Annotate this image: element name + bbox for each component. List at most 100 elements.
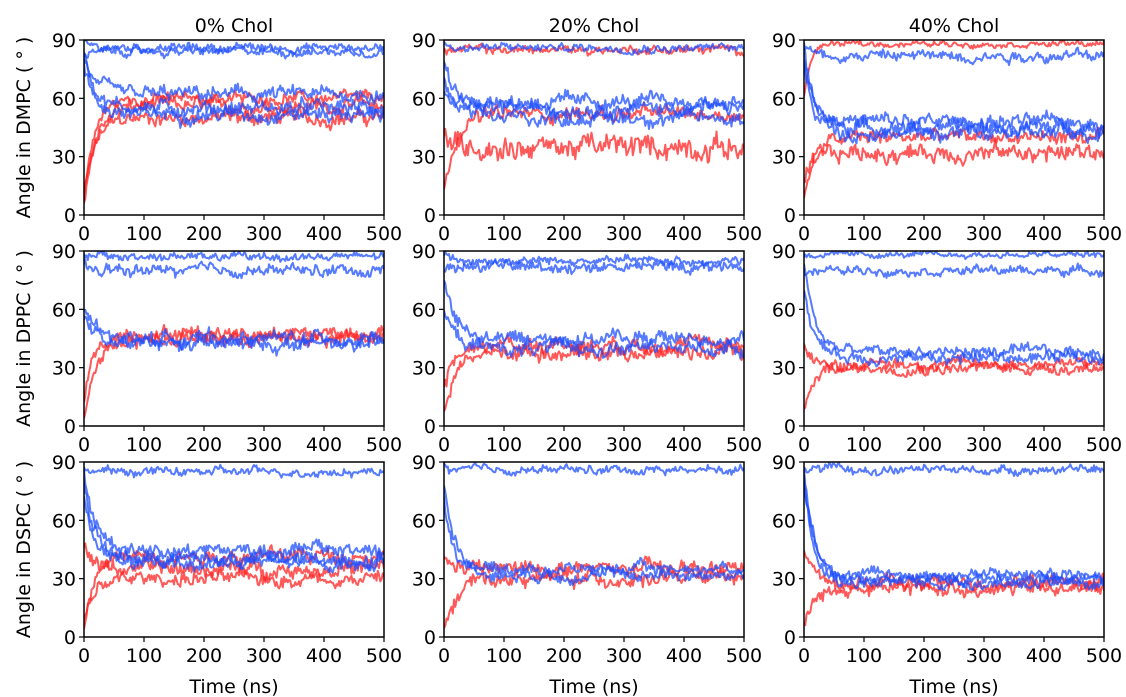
x-tick-label: 500 (726, 645, 762, 667)
x-tick-label: 300 (606, 434, 642, 456)
series-line-blue (804, 251, 1104, 260)
series-line-red (804, 138, 1104, 184)
series-group (84, 463, 384, 630)
x-tick-label: 400 (306, 434, 342, 456)
y-tick-label: 90 (412, 241, 436, 263)
x-tick-label: 200 (186, 645, 222, 667)
series-line-blue (444, 462, 744, 477)
x-tick-label: 400 (306, 223, 342, 245)
panel-2-0: 0 30 60 90 0 100 200 300 400 500 (52, 452, 402, 667)
x-axis-label: Time (ns) (188, 676, 278, 697)
y-tick-label: 30 (412, 358, 436, 380)
x-tick-label: 200 (546, 223, 582, 245)
series-line-blue (84, 63, 384, 129)
y-tick-label: 30 (772, 358, 796, 380)
x-tick-label: 500 (1086, 645, 1122, 667)
y-tick-label: 0 (64, 627, 76, 649)
row-label: Angle in DSPC ( ° ) (13, 461, 35, 638)
y-tick-label: 90 (52, 30, 76, 52)
x-axis-label: Time (ns) (548, 676, 638, 697)
x-tick-label: 400 (1026, 223, 1062, 245)
series-line-red (804, 343, 1104, 378)
y-tick-label: 60 (412, 299, 436, 321)
series-line-blue (84, 58, 384, 106)
series-line-red (444, 127, 744, 164)
series-line-red (804, 40, 1104, 97)
x-tick-label: 0 (798, 645, 810, 667)
y-tick-label: 0 (64, 416, 76, 438)
y-tick-label: 0 (64, 205, 76, 227)
series-line-blue (444, 77, 744, 130)
y-tick-label: 30 (412, 569, 436, 591)
y-tick-label: 30 (772, 569, 796, 591)
series-line-blue (444, 485, 744, 578)
x-tick-label: 0 (798, 434, 810, 456)
x-tick-label: 100 (486, 645, 522, 667)
series-line-blue (444, 41, 744, 56)
panel-1-1: 0 30 60 90 0 100 200 300 400 500 (412, 241, 762, 456)
y-tick-label: 90 (772, 30, 796, 52)
series-line-blue (804, 262, 1104, 279)
y-tick-label: 60 (52, 510, 76, 532)
panel-0-1: 0 30 60 90 0 100 200 300 400 500 (412, 30, 762, 245)
chart-root: 0% Chol 20% Chol 40% Chol Angle in DMPC ( °… (13, 15, 1122, 697)
series-line-blue (444, 496, 744, 587)
x-tick-label: 400 (1026, 434, 1062, 456)
series-line-blue (84, 496, 384, 574)
series-line-blue (84, 469, 384, 562)
plot-frame (83, 39, 385, 216)
y-tick-label: 60 (772, 88, 796, 110)
x-tick-label: 100 (486, 434, 522, 456)
series-line-red (84, 324, 384, 403)
column-title: 40% Chol (909, 15, 999, 37)
plot-frame (443, 39, 745, 216)
series-line-blue (804, 468, 1104, 588)
series-line-blue (804, 59, 1104, 133)
y-tick-label: 0 (424, 416, 436, 438)
y-tick-label: 0 (784, 627, 796, 649)
plot-frame (443, 461, 745, 638)
series-line-blue (84, 315, 384, 357)
y-tick-label: 30 (772, 147, 796, 169)
x-tick-label: 300 (606, 223, 642, 245)
x-tick-label: 300 (246, 434, 282, 456)
series-line-blue (804, 263, 1104, 362)
series-line-blue (804, 289, 1104, 368)
series-line-blue (444, 279, 744, 349)
series-group (804, 40, 1104, 199)
panel-2-2: 0 30 60 90 0 100 200 300 400 500 (772, 452, 1122, 667)
column-title: 20% Chol (549, 15, 639, 37)
y-tick-label: 60 (52, 88, 76, 110)
x-tick-label: 100 (126, 223, 162, 245)
series-group (444, 462, 744, 629)
x-tick-label: 500 (1086, 223, 1122, 245)
column-title: 0% Chol (195, 15, 273, 37)
plot-frame (443, 250, 745, 427)
x-tick-label: 500 (1086, 434, 1122, 456)
series-line-blue (84, 482, 384, 572)
series-line-blue (804, 475, 1104, 592)
y-tick-label: 0 (784, 205, 796, 227)
x-tick-label: 500 (366, 645, 402, 667)
series-line-blue (84, 258, 384, 280)
x-tick-label: 100 (846, 645, 882, 667)
x-tick-label: 0 (438, 223, 450, 245)
plot-frame (83, 461, 385, 638)
x-tick-label: 300 (606, 645, 642, 667)
x-tick-label: 100 (126, 645, 162, 667)
series-line-blue (84, 308, 384, 353)
y-tick-label: 90 (52, 241, 76, 263)
x-tick-label: 500 (366, 434, 402, 456)
y-tick-label: 60 (52, 299, 76, 321)
x-tick-label: 100 (486, 223, 522, 245)
x-tick-label: 0 (78, 645, 90, 667)
x-tick-label: 400 (666, 223, 702, 245)
plot-frame (83, 250, 385, 427)
row-label: Angle in DPPC ( ° ) (13, 250, 35, 427)
panel-1-2: 0 30 60 90 0 100 200 300 400 500 (772, 241, 1122, 456)
x-tick-label: 100 (846, 434, 882, 456)
x-tick-label: 400 (666, 434, 702, 456)
series-group (84, 251, 384, 419)
series-line-blue (804, 63, 1104, 145)
